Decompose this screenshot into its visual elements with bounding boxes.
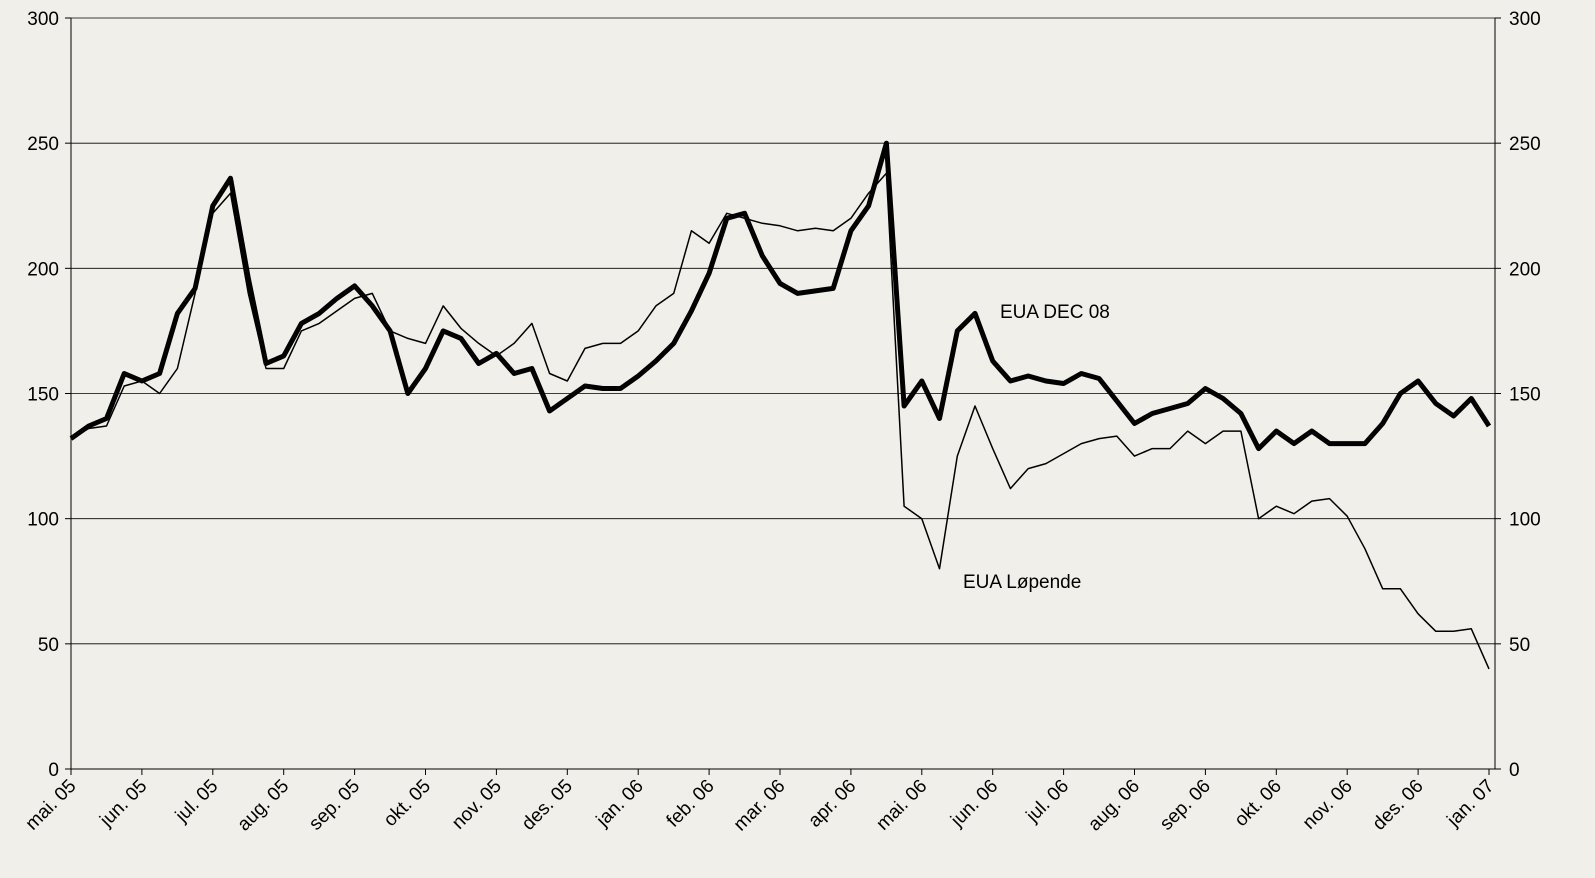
x-tick-label: apr. 06 (804, 776, 860, 832)
x-tick-label: jun. 06 (946, 776, 1002, 832)
x-tick-label: aug. 05 (234, 776, 294, 836)
y-tick-label: 0 (48, 760, 59, 781)
x-tick-label: mai. 06 (872, 776, 931, 835)
x-tick-label: jan. 06 (592, 776, 648, 832)
x-tick-label: sep. 06 (1156, 776, 1215, 835)
x-tick-label: okt. 05 (380, 776, 435, 831)
y-tick-label: 200 (27, 259, 59, 280)
y-tick-label: 150 (27, 385, 59, 406)
y2-tick-label: 300 (1509, 9, 1541, 30)
annotation: EUA Løpende (963, 572, 1081, 593)
x-tick-label: des. 05 (518, 776, 577, 835)
x-tick-label: nov. 05 (448, 776, 506, 834)
annotation: EUA DEC 08 (1000, 302, 1110, 323)
x-tick-label: mai. 05 (22, 776, 81, 835)
x-tick-label: jul. 05 (171, 776, 222, 827)
x-tick-label: des. 06 (1369, 776, 1428, 835)
x-tick-label: jul. 06 (1022, 776, 1073, 827)
y2-tick-label: 250 (1509, 134, 1541, 155)
y2-tick-label: 200 (1509, 259, 1541, 280)
y-tick-label: 50 (38, 635, 59, 656)
x-tick-label: nov. 06 (1299, 776, 1357, 834)
x-tick-label: aug. 06 (1084, 776, 1144, 836)
y2-tick-label: 100 (1509, 510, 1541, 531)
x-tick-label: feb. 06 (663, 776, 719, 832)
x-tick-label: okt. 06 (1231, 776, 1286, 831)
line-series (69, 140, 1492, 452)
x-tick-label: jan. 07 (1443, 776, 1499, 832)
y2-tick-label: 50 (1509, 635, 1530, 656)
y-tick-label: 100 (27, 510, 59, 531)
y2-tick-label: 150 (1509, 385, 1541, 406)
y2-tick-label: 0 (1509, 760, 1520, 781)
x-tick-label: jun. 05 (96, 776, 152, 832)
line-series (70, 172, 1490, 670)
y-tick-label: 250 (27, 134, 59, 155)
x-tick-label: mar. 06 (730, 776, 790, 836)
y-tick-label: 300 (27, 9, 59, 30)
x-tick-label: sep. 05 (305, 776, 364, 835)
